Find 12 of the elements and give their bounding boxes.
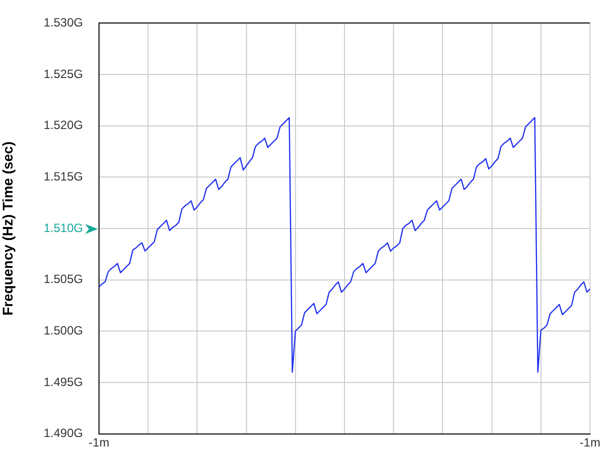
y-tick-label: 1.495G	[44, 374, 83, 389]
y-tick-label: 1.500G	[44, 323, 83, 338]
y-tick-label: 1.520G	[44, 118, 83, 132]
y-tick-label: 1.515G	[44, 169, 83, 184]
y-tick-label: 1.510G	[44, 220, 83, 235]
y-tick-label: 1.490G	[44, 426, 83, 440]
x-tick-label: -1m	[88, 435, 110, 450]
x-tick-label: -1m	[580, 435, 600, 450]
y-tick-label: 1.525G	[44, 66, 83, 81]
y-tick-label: 1.505G	[44, 272, 83, 286]
y-axis-title: Frequency (Hz) Time (sec)	[0, 141, 16, 316]
y-tick-label: 1.530G	[44, 16, 83, 30]
